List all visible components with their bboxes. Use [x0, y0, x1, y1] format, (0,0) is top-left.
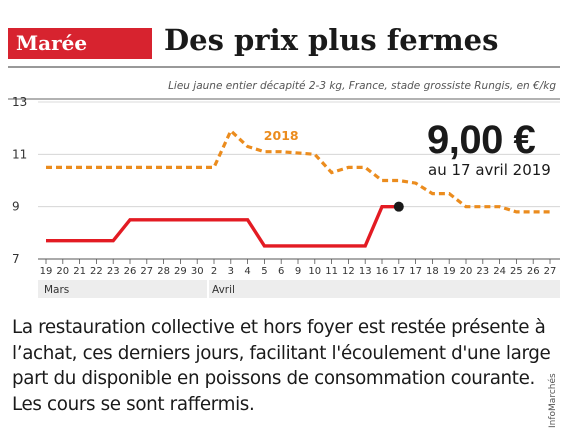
- x-tick-label: 5: [261, 266, 267, 277]
- x-tick-label: 10: [308, 266, 321, 277]
- x-tick-label: 17: [392, 266, 405, 277]
- x-tick-label: 27: [140, 266, 153, 277]
- x-tick-label: 2: [211, 266, 217, 277]
- x-tick-label: 18: [426, 266, 439, 277]
- x-tick-label: 25: [510, 266, 523, 277]
- article-text: La restauration collective et hors foyer…: [12, 317, 551, 415]
- x-tick-label: 4: [244, 266, 250, 277]
- x-tick-label: 12: [342, 266, 355, 277]
- current-price-marker: [393, 201, 404, 212]
- chart-subtitle: Lieu jaune entier décapité 2-3 kg, Franc…: [168, 80, 556, 92]
- x-tick-label: 26: [527, 266, 540, 277]
- y-tick-label: 9: [12, 200, 20, 214]
- x-tick-label: 30: [191, 266, 204, 277]
- x-tick-label: 19: [443, 266, 456, 277]
- x-tick-label: 3: [228, 266, 234, 277]
- x-axis-ticks: 19 20 21 22 23 26 27 28 29 30 2 3 4 5 6 9 10 11 12 13 16 17 17…: [40, 259, 557, 277]
- month-label: Avril: [212, 284, 235, 296]
- x-tick-label: 24: [493, 266, 506, 277]
- x-tick-label: 17: [409, 266, 422, 277]
- headline: Des prix plus fermes: [164, 23, 499, 57]
- series-line-2019: [46, 204, 399, 248]
- month-label: Mars: [44, 284, 69, 296]
- x-tick-label: 27: [544, 266, 557, 277]
- x-tick-label: 9: [295, 266, 301, 277]
- current-price-date: au 17 avril 2019: [428, 161, 551, 179]
- y-tick-label: 13: [12, 95, 27, 109]
- month-band-bg: [38, 280, 560, 298]
- x-tick-label: 19: [40, 266, 53, 277]
- x-tick-label: 20: [56, 266, 69, 277]
- y-tick-label: 7: [12, 252, 20, 266]
- x-tick-label: 20: [460, 266, 473, 277]
- x-tick-label: 16: [376, 266, 389, 277]
- x-tick-label: 29: [174, 266, 187, 277]
- grid-lines: [38, 101, 560, 260]
- x-tick-label: 13: [359, 266, 372, 277]
- series-line-2018: [46, 128, 550, 214]
- series-lines: 2018: [46, 128, 550, 248]
- series-label-2018: 2018: [264, 128, 299, 143]
- x-tick-label: 6: [278, 266, 284, 277]
- x-tick-label: 26: [124, 266, 137, 277]
- x-tick-label: 28: [157, 266, 170, 277]
- x-tick-label: 11: [325, 266, 338, 277]
- x-tick-label: 22: [90, 266, 103, 277]
- source-credit: InfoMarchés: [548, 373, 558, 428]
- y-tick-label: 11: [12, 147, 27, 161]
- y-axis-ticks: 7 9 11 13: [12, 95, 27, 266]
- month-band: Mars Avril: [38, 280, 560, 298]
- x-tick-label: 23: [476, 266, 489, 277]
- x-tick-label: 21: [73, 266, 86, 277]
- x-tick-label: 23: [107, 266, 120, 277]
- current-price-value: 9,00 €: [427, 118, 536, 162]
- section-tag: Marée: [8, 28, 152, 59]
